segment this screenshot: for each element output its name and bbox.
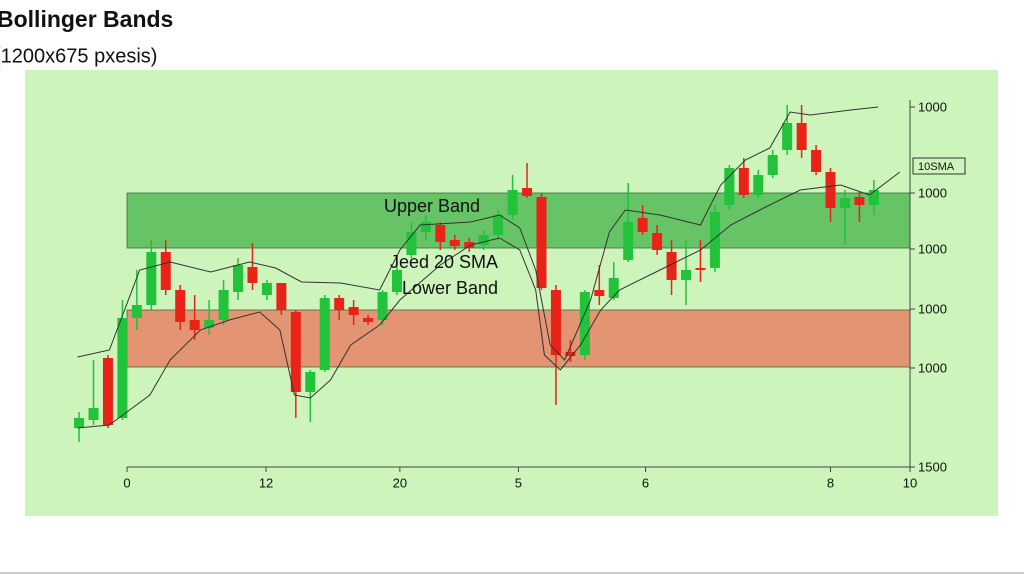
annotation: Jeed 20 SMA	[390, 252, 498, 272]
candle-body	[435, 225, 446, 242]
candle-body	[117, 318, 128, 418]
band-zone	[126, 309, 911, 368]
x-tick-label: 20	[393, 475, 407, 490]
candle-body	[391, 270, 402, 292]
candle-body	[854, 197, 865, 205]
candle-body	[218, 290, 229, 320]
candle-body	[825, 172, 836, 208]
candle-body	[695, 268, 706, 270]
candle-body	[420, 222, 431, 232]
candle-body	[290, 312, 301, 392]
candle-body	[175, 290, 186, 322]
band-zone	[126, 192, 911, 249]
candle-body	[666, 252, 677, 280]
candle-body	[348, 307, 359, 315]
candle-body	[406, 232, 417, 255]
candle-body	[753, 175, 764, 195]
band-line	[77, 106, 879, 361]
y-tick-label: 1000	[918, 301, 947, 316]
candle-body	[74, 418, 85, 428]
candle-body	[464, 242, 475, 248]
candle-body	[363, 318, 374, 322]
chart-subtitle: (1200x675 pxesis)	[0, 45, 157, 67]
candle-body	[579, 292, 590, 355]
candle-body	[839, 198, 850, 208]
candle-body	[738, 168, 749, 195]
y-tick-label: 1000	[918, 241, 947, 256]
candle-body	[233, 265, 244, 292]
candle-body	[522, 188, 533, 196]
candle-body	[204, 320, 215, 328]
candle-body	[868, 190, 879, 205]
x-tick-label: 5	[515, 475, 522, 490]
y-tick-label: 1500	[918, 459, 947, 474]
x-tick-label: 6	[642, 475, 649, 490]
candle-body	[724, 168, 735, 205]
band-line	[77, 171, 901, 429]
x-tick-label: 8	[827, 475, 834, 490]
candle-body	[536, 197, 547, 288]
candle-body	[493, 215, 504, 235]
candle-body	[88, 408, 99, 420]
candle-body	[319, 298, 330, 370]
legend-label: 10SMA	[918, 161, 955, 173]
candle-body	[637, 218, 648, 232]
candle-body	[565, 352, 576, 356]
candle-body	[594, 290, 605, 296]
candle-body	[709, 212, 720, 268]
candle-body	[811, 150, 822, 172]
annotation: Upper Band	[384, 196, 480, 216]
candle-body	[146, 252, 157, 305]
candle-body	[652, 233, 663, 250]
candle-body	[681, 270, 692, 280]
candle-body	[550, 290, 561, 355]
candle-body	[160, 252, 171, 290]
candle-body	[478, 235, 489, 245]
x-tick-label: 10	[903, 475, 917, 490]
y-tick-label: 1000	[918, 185, 947, 200]
candle-body	[189, 320, 200, 330]
candle-body	[608, 278, 619, 298]
candle-body	[623, 222, 634, 260]
y-tick-label: 1000	[918, 360, 947, 375]
candle-body	[305, 372, 316, 392]
chart-title: Bollinger Bands	[0, 6, 173, 32]
candle-body	[261, 283, 272, 295]
candle-body	[767, 155, 778, 175]
candle-body	[102, 358, 113, 425]
candle-body	[796, 123, 807, 150]
candle-body	[782, 123, 793, 150]
x-tick-label: 0	[123, 475, 130, 490]
candle-body	[247, 267, 258, 283]
annotation: Lower Band	[402, 278, 498, 298]
legend-box	[912, 157, 966, 175]
candle-body	[276, 283, 287, 310]
candle-body	[449, 240, 460, 246]
candle-body	[334, 298, 345, 310]
candle-body	[507, 190, 518, 215]
y-tick-label: 1000	[918, 99, 947, 114]
x-tick-label: 12	[259, 475, 273, 490]
candle-body	[377, 292, 388, 320]
candle-body	[131, 305, 142, 318]
plot-background	[25, 70, 998, 516]
